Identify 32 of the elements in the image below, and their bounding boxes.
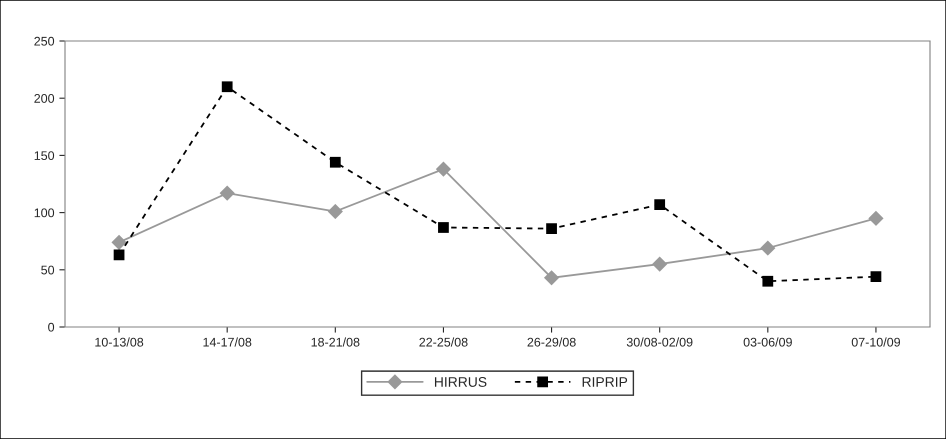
- point: [438, 222, 449, 233]
- x-tick-label: 26-29/08: [528, 337, 576, 347]
- x-tick-label: 03-06/09: [744, 337, 792, 347]
- x-tick-label: 10-13/08: [95, 337, 144, 347]
- point: [222, 81, 233, 92]
- point: [328, 204, 343, 219]
- x-tick-label: 07-10/09: [852, 337, 900, 347]
- point: [654, 199, 666, 210]
- legend-label: RIPRIP: [582, 377, 628, 387]
- point: [114, 250, 124, 260]
- point: [544, 270, 559, 286]
- y-tick-label: 200: [34, 94, 54, 103]
- point: [330, 156, 341, 168]
- point: [868, 210, 884, 226]
- x-tick-label: 18-21/08: [312, 337, 360, 347]
- point: [220, 186, 235, 201]
- y-tick-label: 0: [48, 322, 54, 332]
- x-tick-label: 22-25/08: [419, 337, 468, 347]
- y-tick-label: 250: [34, 36, 54, 46]
- x-tick-label: 30/08-02/09: [626, 337, 692, 347]
- legend-label: HIRRUS: [434, 377, 486, 387]
- y-tick-label: 150: [34, 151, 54, 160]
- point: [760, 240, 776, 256]
- y-tick-label: 100: [34, 208, 54, 218]
- point: [112, 234, 126, 250]
- point: [546, 223, 557, 234]
- point: [436, 162, 451, 177]
- point: [762, 276, 774, 287]
- point: [870, 271, 882, 282]
- x-tick-label: 14-17/08: [203, 337, 252, 347]
- point: [652, 256, 668, 272]
- y-tick-label: 50: [41, 266, 54, 274]
